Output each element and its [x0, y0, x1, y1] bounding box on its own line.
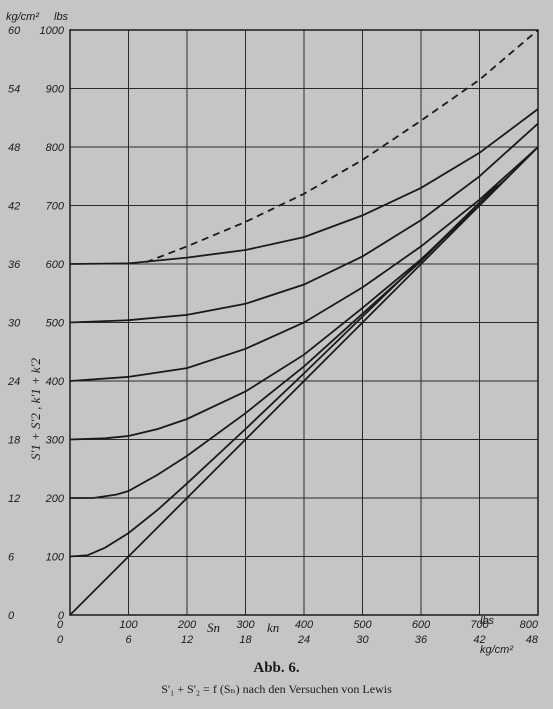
y-axis-ticks: 0 0 6 100 12 200 18 300 24 400 30 500 36 600 42 700 48 80… [7, 25, 65, 622]
y-tick-label-secondary: 42 [8, 201, 20, 213]
y-tick-label-primary: 800 [46, 142, 65, 154]
series-line-3 [70, 175, 510, 499]
figure-caption-subtitle: S'₁ + S'₂ = f (Sₙ) nach den Versuchen vo… [161, 682, 392, 696]
x-symbol-kn: kn [267, 620, 279, 635]
x-tick-label-primary: 600 [412, 619, 431, 631]
series-line-1 [69, 146, 539, 616]
series-curves [69, 29, 539, 616]
x-symbol-sn: Sn [207, 620, 220, 635]
y-tick-label-secondary: 18 [8, 435, 21, 447]
y-tick-label-primary: 300 [46, 435, 65, 447]
y-tick-label-primary: 200 [45, 493, 65, 505]
x-tick-label-secondary: 0 [57, 634, 64, 646]
x-tick-label-primary: 200 [177, 619, 197, 631]
x-tick-label-primary: 700 [470, 619, 489, 631]
y-tick-label-secondary: 6 [8, 552, 15, 564]
y-tick-label-primary: 400 [46, 376, 65, 388]
y-tick-label-primary: 600 [46, 259, 65, 271]
series-line-dashed [145, 29, 539, 264]
x-axis-ticks: 0 0 100 6 200 12 300 18 400 24 500 30 600 36 700 42 800 4… [57, 619, 539, 646]
y-tick-label-primary: 1000 [40, 25, 65, 37]
x-tick-label-secondary: 24 [297, 634, 310, 646]
x-tick-label-primary: 500 [353, 619, 372, 631]
x-tick-label-primary: 400 [295, 619, 314, 631]
x-tick-label-secondary: 12 [181, 634, 193, 646]
x-tick-label-primary: 800 [520, 619, 539, 631]
y-tick-label-secondary: 12 [8, 493, 20, 505]
y-tick-label-secondary: 24 [7, 376, 20, 388]
y-axis-label: S'1 + S'2 , k'1 + k'2 [28, 358, 43, 460]
y-unit-primary: lbs [54, 11, 69, 23]
y-tick-label-primary: 900 [46, 84, 65, 96]
figure-caption-title: Abb. 6. [253, 660, 300, 676]
y-tick-label-secondary: 36 [8, 259, 21, 271]
y-unit-secondary: kg/cm² [6, 11, 39, 23]
x-tick-label-secondary: 18 [239, 634, 252, 646]
x-unit-primary: lbs [480, 615, 495, 627]
series-line-6 [69, 122, 539, 324]
y-tick-label-secondary: 48 [8, 142, 21, 154]
y-tick-label-primary: 500 [46, 318, 65, 330]
y-tick-label-secondary: 60 [8, 25, 21, 37]
y-tick-label-primary: 0 [58, 610, 65, 622]
y-tick-label-secondary: 54 [8, 84, 20, 96]
y-tick-label-secondary: 0 [8, 610, 15, 622]
x-unit-secondary: kg/cm² [480, 644, 513, 656]
y-tick-label-secondary: 30 [8, 318, 21, 330]
x-tick-label-secondary: 48 [526, 634, 539, 646]
x-tick-label-primary: 300 [236, 619, 255, 631]
y-tick-label-primary: 100 [46, 552, 65, 564]
x-tick-label-secondary: 36 [415, 634, 428, 646]
series-line-4 [69, 146, 539, 441]
x-tick-label-primary: 0 [57, 619, 64, 631]
x-tick-label-primary: 100 [119, 619, 138, 631]
y-tick-label-primary: 700 [46, 201, 65, 213]
x-tick-label-secondary: 42 [473, 634, 485, 646]
x-tick-label-secondary: 30 [356, 634, 369, 646]
series-line-5 [69, 146, 539, 382]
x-tick-label-secondary: 6 [125, 634, 132, 646]
